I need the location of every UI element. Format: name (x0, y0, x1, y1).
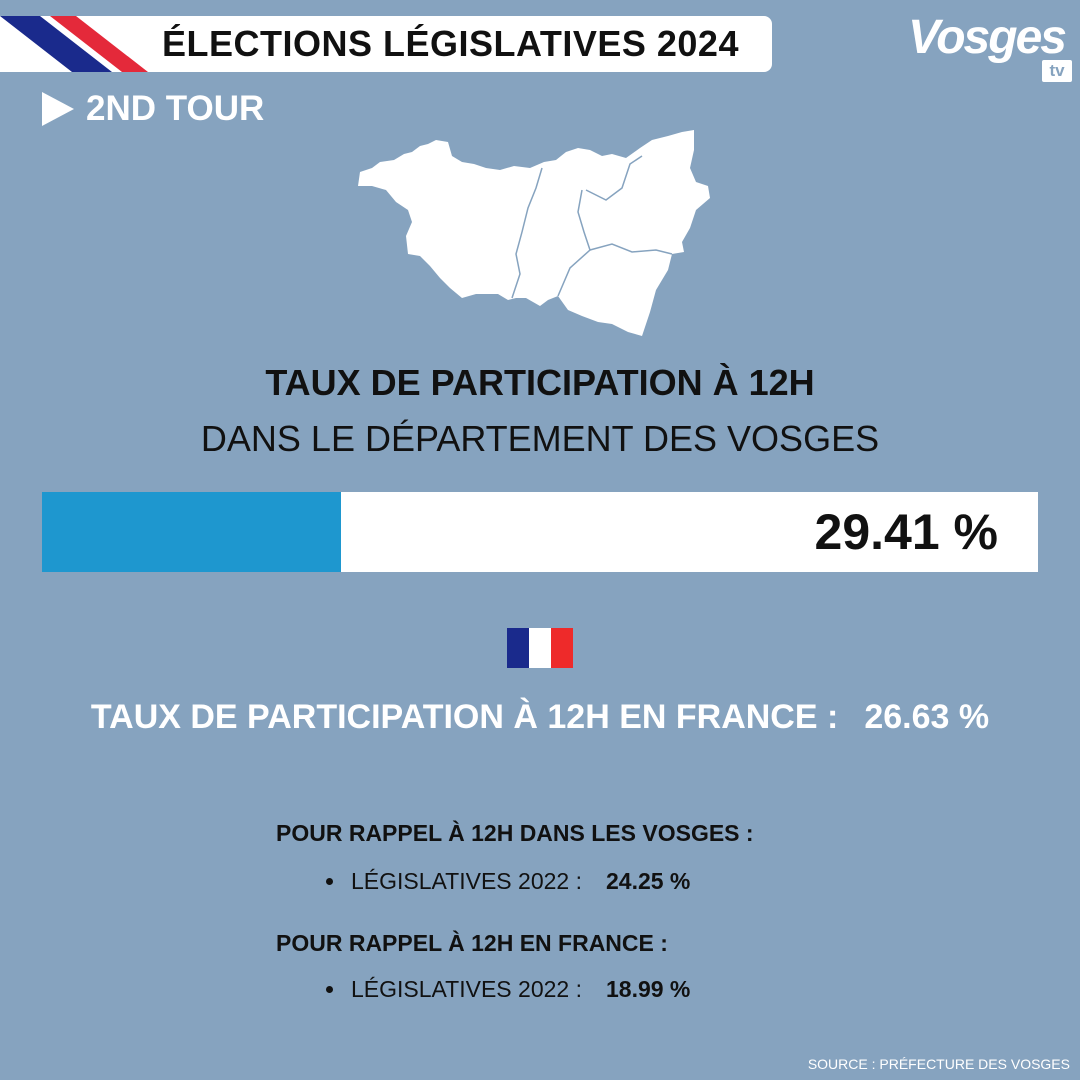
tricolor-ribbon-icon (0, 16, 148, 72)
participation-bar: 29.41 % (42, 492, 1038, 572)
participation-value: 29.41 % (814, 504, 998, 560)
reminder-vosges-title: POUR RAPPEL À 12H DANS LES VOSGES : (276, 820, 754, 846)
flag-white-stripe (529, 628, 551, 668)
flag-red-stripe (551, 628, 573, 668)
reminder-vosges-label: LÉGISLATIVES 2022 : (351, 868, 582, 894)
reminder-france-item: LÉGISLATIVES 2022 : 18.99 % (326, 976, 690, 1003)
france-participation-label: TAUX DE PARTICIPATION À 12H EN FRANCE : (90, 698, 839, 736)
flag-blue-stripe (507, 628, 529, 668)
bullet-icon (326, 986, 333, 993)
header-banner: ÉLECTIONS LÉGISLATIVES 2024 (0, 16, 772, 72)
france-participation-value: 26.63 % (864, 698, 990, 736)
play-triangle-icon (42, 92, 74, 126)
participation-subtitle: DANS LE DÉPARTEMENT DES VOSGES (200, 418, 880, 459)
reminder-vosges-item: LÉGISLATIVES 2022 : 24.25 % (326, 868, 690, 895)
logo-suffix: tv (1042, 60, 1072, 82)
bullet-icon (326, 878, 333, 885)
participation-bar-fill (42, 492, 341, 572)
reminder-france-value: 18.99 % (605, 976, 691, 1002)
source-note: SOURCE : PRÉFECTURE DES VOSGES (807, 1056, 1070, 1072)
reminder-france-label: LÉGISLATIVES 2022 : (351, 976, 582, 1002)
page-title: ÉLECTIONS LÉGISLATIVES 2024 (162, 23, 739, 64)
participation-title: TAUX DE PARTICIPATION À 12H (265, 362, 815, 403)
vosges-map-icon (358, 130, 710, 336)
round-text: 2ND TOUR (86, 89, 265, 128)
french-flag-icon (507, 628, 573, 668)
france-participation: TAUX DE PARTICIPATION À 12H EN FRANCE : 2… (0, 698, 1080, 737)
reminder-vosges-value: 24.25 % (605, 868, 691, 894)
reminder-france-title: POUR RAPPEL À 12H EN FRANCE : (276, 930, 668, 956)
vosges-tv-logo: Vosges tv (908, 10, 1074, 88)
round-label: 2ND TOUR (42, 88, 264, 130)
logo-word: Vosges (908, 11, 1067, 64)
